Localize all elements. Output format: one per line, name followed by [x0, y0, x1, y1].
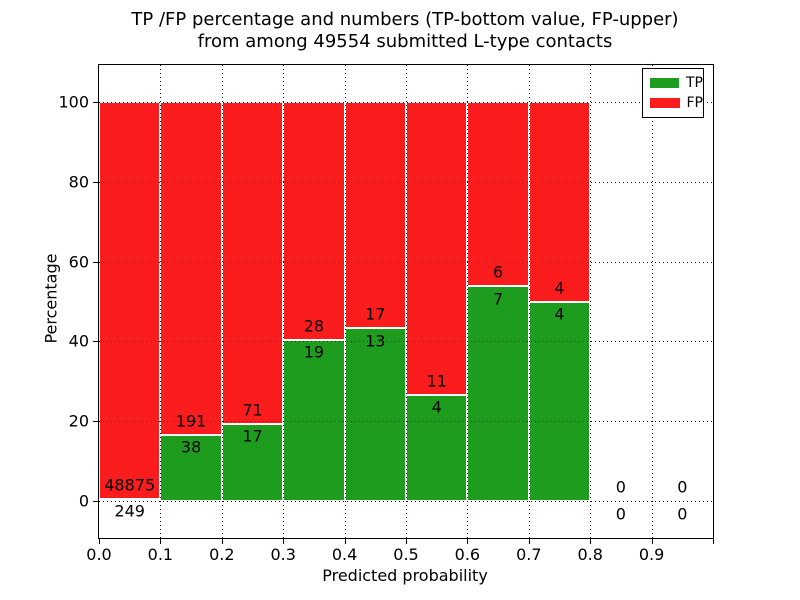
x-tick-mark — [528, 538, 530, 544]
x-tick-mark — [467, 538, 469, 544]
y-tick-mark — [93, 102, 99, 103]
legend-box: TP FP — [642, 68, 704, 118]
tp-count-label: 38 — [180, 437, 202, 457]
fp-bar-segment — [221, 102, 284, 424]
y-tick-mark — [93, 421, 99, 423]
y-tick-mark — [93, 181, 99, 183]
fp-bar-segment — [160, 102, 222, 435]
y-tick-mark — [93, 261, 99, 263]
tp-count-label: 19 — [303, 342, 325, 362]
legend-label-tp: TP — [686, 74, 703, 91]
fp-count-label: 17 — [365, 304, 386, 324]
fp-bar-segment — [467, 102, 529, 287]
fp-count-label: 11 — [426, 371, 447, 391]
fp-count-label: 71 — [242, 400, 263, 420]
x-tick-label: 0.2 — [209, 545, 235, 564]
y-axis-label: Percentage — [41, 253, 61, 344]
x-gridline — [467, 65, 469, 538]
x-tick-mark — [713, 538, 714, 544]
tp-count-label: 17 — [242, 426, 263, 446]
x-gridline — [221, 65, 223, 538]
fp-bar-segment — [528, 102, 591, 302]
x-gridline — [651, 65, 653, 538]
plot-area: TP FP 48875 249 191 38 71 17 28 19 17 13 11 4 6 7 4 4 0 0… — [58, 64, 714, 564]
x-gridline — [590, 65, 592, 538]
fp-count-label: 28 — [303, 316, 325, 336]
fp-bar-segment — [406, 102, 468, 395]
fp-count-label: 6 — [493, 262, 504, 282]
x-tick-mark — [221, 538, 223, 544]
tp-bar-segment — [406, 394, 468, 501]
tp-bar-segment — [467, 286, 529, 501]
tp-color-swatch — [650, 77, 679, 88]
tp-count-label: 4 — [431, 397, 442, 417]
x-tick-label: 0.8 — [577, 545, 603, 564]
x-tick-mark — [344, 538, 346, 544]
x-tick-mark — [283, 538, 285, 544]
tp-bar-segment — [344, 328, 406, 501]
y-tick-mark — [93, 501, 99, 502]
tp-count-label: 249 — [114, 501, 145, 521]
tp-count-label: 0 — [615, 504, 626, 523]
tp-count-label: 7 — [493, 289, 504, 309]
x-tick-mark — [651, 538, 653, 544]
y-tick-label: 0 — [78, 491, 89, 511]
legend-label-fp: FP — [686, 95, 704, 112]
tp-count-label: 13 — [365, 331, 386, 351]
tp-count-label: 0 — [677, 504, 688, 523]
tp-bar-segment — [528, 301, 591, 501]
fp-count-label: 4 — [554, 278, 565, 297]
x-tick-label: 0.9 — [638, 545, 665, 564]
x-tick-label: 0.0 — [86, 545, 112, 564]
x-gridline — [344, 65, 346, 538]
x-gridline — [160, 65, 162, 538]
x-tick-mark — [160, 538, 162, 544]
y-tick-label: 20 — [68, 411, 89, 431]
y-tick-label: 100 — [58, 92, 89, 112]
x-tick-mark — [590, 538, 592, 544]
x-tick-mark — [99, 538, 100, 544]
fp-bar-segment — [283, 102, 345, 340]
legend-entry-fp: FP — [643, 95, 703, 111]
x-tick-label: 0.6 — [454, 545, 481, 564]
tp-count-label: 4 — [554, 304, 565, 324]
y-tick-label: 40 — [68, 331, 89, 351]
x-gridline — [283, 65, 285, 538]
tp-bar-segment — [99, 498, 161, 501]
x-tick-label: 0.1 — [147, 545, 174, 564]
fp-bar-segment — [344, 102, 406, 329]
fp-color-swatch — [650, 98, 680, 109]
x-tick-label: 0.5 — [393, 545, 419, 564]
tp-bar-segment — [160, 434, 222, 501]
fp-bar-segment — [99, 102, 161, 499]
x-tick-label: 0.3 — [270, 545, 296, 564]
y-tick-label: 80 — [68, 172, 89, 192]
chart-title-line-1: TP /FP percentage and numbers (TP-bottom… — [131, 9, 679, 30]
legend-entry-tp: TP — [643, 75, 703, 91]
x-gridline — [406, 65, 407, 538]
chart-title-line-2: from among 49554 submitted L-type contac… — [197, 31, 613, 52]
x-tick-label: 0.7 — [516, 545, 542, 564]
y-tick-label: 60 — [68, 252, 89, 272]
x-gridline — [528, 65, 530, 538]
fp-count-label: 0 — [615, 477, 626, 497]
x-axis-label: Predicted probability — [322, 566, 488, 585]
tp-bar-segment — [283, 339, 345, 501]
y-tick-mark — [93, 341, 99, 343]
fp-count-label: 0 — [677, 477, 688, 497]
fp-count-label: 191 — [175, 411, 207, 431]
x-tick-mark — [406, 538, 407, 544]
x-tick-label: 0.4 — [331, 545, 358, 564]
fp-count-label: 48875 — [104, 475, 156, 495]
